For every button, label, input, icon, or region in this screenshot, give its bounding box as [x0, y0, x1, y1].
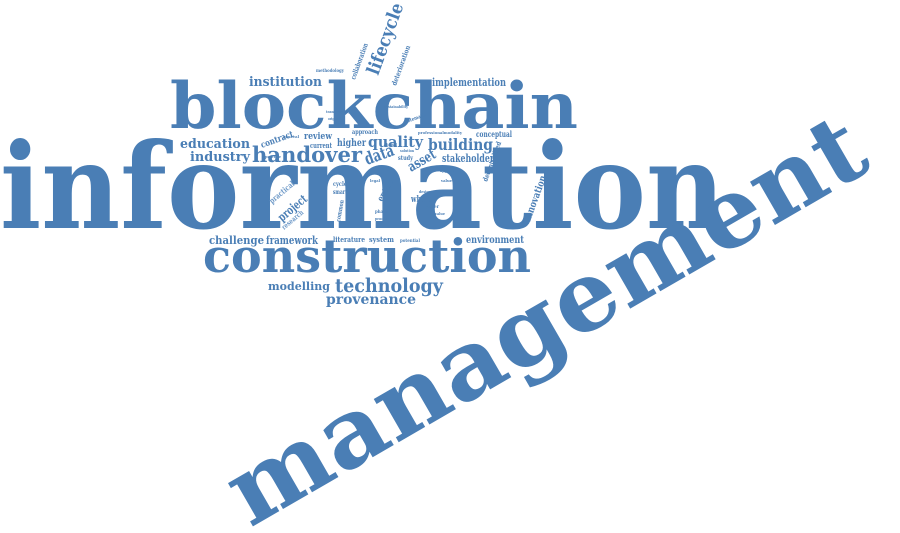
word-whole: whole	[410, 195, 432, 205]
word-stakeholder: stakeholder	[442, 152, 494, 165]
word-applied: applied	[440, 168, 454, 173]
word-digital: digital	[385, 142, 397, 147]
word-construction: construction	[203, 229, 531, 283]
word-system: system	[369, 235, 395, 244]
word-process: process	[375, 216, 390, 221]
word-potential: potential	[400, 238, 420, 244]
word-general: general	[283, 134, 299, 139]
word-common: common	[335, 199, 346, 222]
word-conceptual: conceptual	[476, 129, 512, 139]
word-literature: literature	[333, 235, 365, 244]
word-value: value	[440, 178, 452, 183]
word-review: review	[304, 132, 332, 142]
word-higher: higher	[337, 138, 367, 149]
word-building: building	[428, 135, 493, 154]
word-professional: professionalmodality	[418, 130, 463, 135]
word-phase: phase	[375, 209, 388, 215]
word-quality: quality	[368, 133, 424, 151]
word-cycle: cycle	[333, 181, 347, 188]
word-blockchain: blockchain	[170, 69, 578, 144]
word-provenance: provenance	[326, 292, 416, 308]
word-solution: solution	[400, 148, 414, 153]
word-modelling: modelling	[268, 280, 330, 293]
word-information: information	[0, 117, 725, 256]
word-value-2: value	[434, 211, 445, 216]
word-technology: technology	[335, 275, 444, 297]
word-sustainability: sustainability	[384, 104, 409, 109]
word-institution: institution	[249, 75, 323, 90]
word-smart: smart	[333, 189, 347, 196]
word-study: study	[398, 155, 413, 162]
word-education: education	[180, 137, 251, 152]
word-practice: practice	[265, 154, 281, 159]
word-paper: paper	[425, 204, 439, 210]
word-originality: originality	[328, 116, 344, 121]
word-current: current	[310, 141, 333, 150]
word-design: design	[419, 189, 431, 194]
word-challenge: challenge	[209, 234, 264, 247]
word-environment: environment	[466, 235, 524, 246]
word-approach: approach	[352, 129, 379, 136]
word-framework: framework	[266, 234, 318, 247]
word-handover: handover	[252, 142, 363, 167]
word-legal: legal	[370, 178, 380, 183]
word-industry: industry	[190, 150, 250, 165]
word-implementation: implementation	[432, 76, 506, 89]
word-methodology: methodology	[316, 68, 345, 74]
word-transparency: transparency	[326, 109, 351, 114]
